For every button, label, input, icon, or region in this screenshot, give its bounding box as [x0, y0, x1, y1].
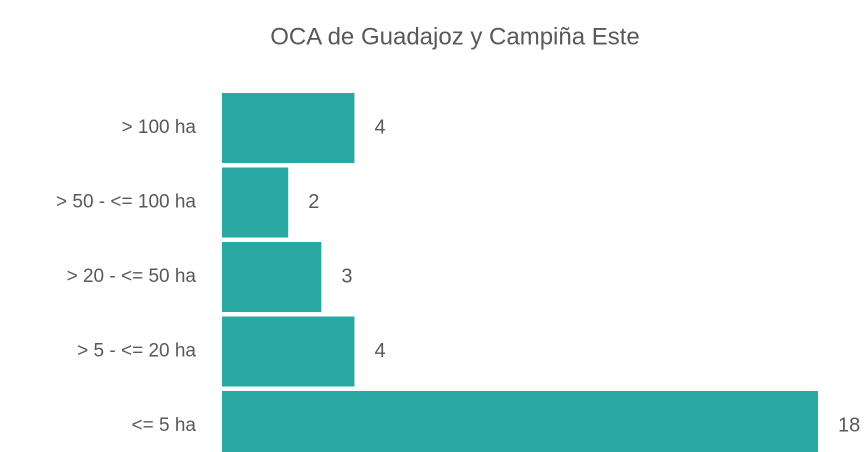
- data-label: 18: [838, 414, 860, 436]
- category-label: <= 5 ha: [132, 415, 197, 436]
- data-label: 2: [308, 191, 319, 213]
- bar: [222, 242, 322, 312]
- category-label: > 20 - <= 50 ha: [67, 266, 197, 287]
- chart-title: OCA de Guadajoz y Campiña Este: [270, 23, 640, 50]
- data-label: 4: [374, 340, 385, 362]
- category-label: > 50 - <= 100 ha: [56, 192, 196, 213]
- category-label: > 5 - <= 20 ha: [77, 341, 196, 362]
- category-label: > 100 ha: [122, 117, 197, 138]
- bar: [222, 316, 355, 387]
- bar: [222, 167, 289, 238]
- bar: [222, 93, 355, 163]
- bar: [222, 391, 818, 452]
- data-label: 3: [341, 265, 352, 287]
- data-label: 4: [374, 116, 385, 138]
